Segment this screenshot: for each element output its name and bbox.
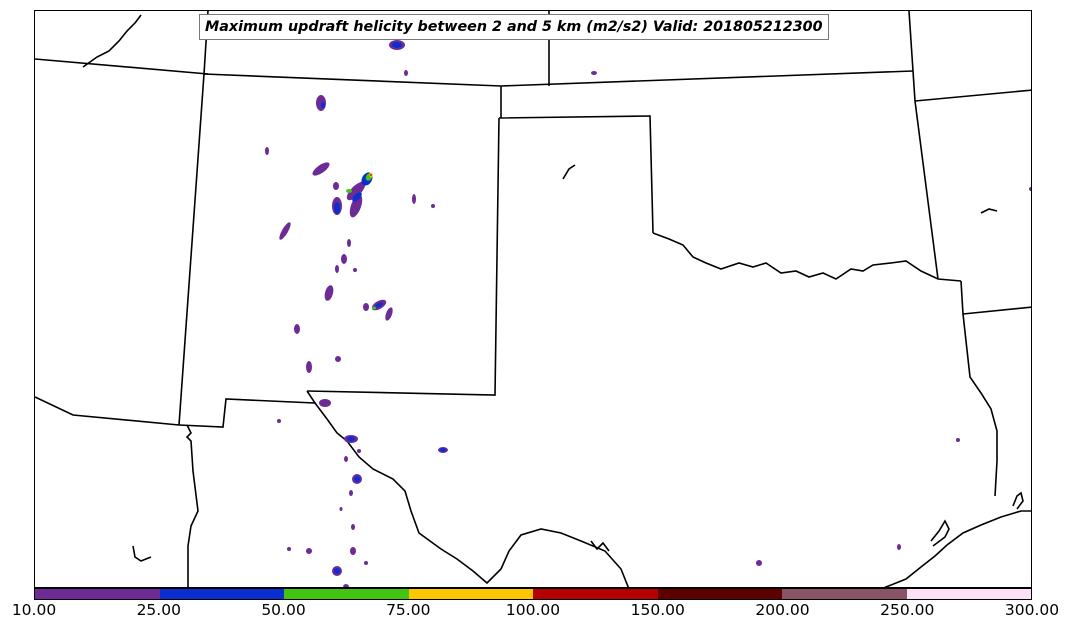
galveston-bay bbox=[930, 519, 950, 547]
nm-texas-border bbox=[306, 117, 500, 396]
colorbar-segment-250-300 bbox=[906, 589, 1031, 599]
colorbar-tick-label: 100.00 bbox=[505, 601, 561, 619]
california-coast bbox=[82, 14, 142, 68]
colorbar-tick-label: 75.00 bbox=[386, 601, 431, 619]
louisiana-coast-detail bbox=[1012, 491, 1024, 510]
colorbar-tick-label: 50.00 bbox=[261, 601, 306, 619]
oklahoma-panhandle bbox=[498, 115, 654, 234]
colorbar-segment-75-100 bbox=[408, 589, 533, 599]
colorbar-tick-label: 10.00 bbox=[11, 601, 57, 619]
nm-texas-south bbox=[178, 390, 317, 428]
blue-cells-25-50 bbox=[321, 42, 446, 574]
lake-meredith bbox=[562, 164, 576, 180]
colorbar-tick-label: 200.00 bbox=[755, 601, 810, 619]
baja-coast bbox=[132, 545, 152, 562]
arizona-nm-border bbox=[178, 73, 205, 426]
arkansas-louisiana-line bbox=[962, 306, 1031, 315]
colorbar-segment-25-50 bbox=[159, 589, 284, 599]
red-river bbox=[652, 232, 962, 282]
colorbar-tick-label: 25.00 bbox=[136, 601, 181, 619]
colorbar-segment-150-200 bbox=[657, 589, 782, 599]
state-boundaries bbox=[35, 11, 1031, 587]
colorbar-segment-50-75 bbox=[284, 589, 409, 599]
colorbar-segment-200-250 bbox=[782, 589, 907, 599]
colorbar-segment-100-150 bbox=[533, 589, 658, 599]
colorbar-tick-label: 150.00 bbox=[630, 601, 685, 619]
map-panel bbox=[34, 10, 1032, 588]
texas-river-detail bbox=[590, 540, 610, 552]
colorbar-tick-label: 300.00 bbox=[1004, 601, 1060, 619]
red-cells-100-150 bbox=[370, 174, 372, 176]
nevada-utah-line bbox=[35, 58, 209, 75]
map-title-box: Maximum updraft helicity between 2 and 5… bbox=[199, 14, 829, 40]
kansas-oklahoma-line bbox=[500, 70, 914, 87]
oklahoma-arkansas-border bbox=[914, 100, 939, 280]
missouri-arkansas-line bbox=[914, 89, 1031, 102]
four-corners-line bbox=[203, 73, 502, 87]
texas-louisiana-border bbox=[960, 280, 998, 497]
rio-grande bbox=[314, 402, 630, 587]
map-title: Maximum updraft helicity between 2 and 5… bbox=[205, 19, 823, 35]
arizona-mexico-border bbox=[35, 396, 180, 426]
colorbar bbox=[34, 588, 1032, 600]
map-canvas bbox=[35, 11, 1031, 587]
missouri-border bbox=[908, 11, 916, 102]
arkansas-lake bbox=[980, 208, 998, 214]
colorbar-tick-label: 250.00 bbox=[880, 601, 935, 619]
helicity-contours bbox=[265, 33, 1031, 587]
nm-mexico-border bbox=[185, 424, 199, 587]
colorbar-segment-10-25 bbox=[35, 589, 160, 599]
gulf-coastline bbox=[883, 510, 1031, 587]
